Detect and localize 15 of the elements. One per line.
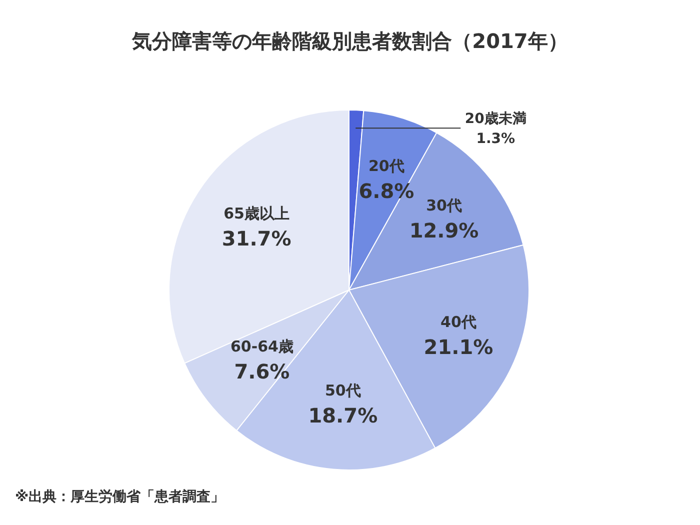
slice-label: 65歳以上	[224, 204, 290, 222]
slice-label: 20歳未満	[464, 111, 526, 128]
data-label: 7.6%	[234, 359, 290, 384]
slice-label: 60-64歳	[230, 337, 294, 356]
chart-title: 気分障害等の年齢階級別患者数割合（2017年）	[131, 29, 568, 53]
data-label: 18.7%	[308, 404, 378, 428]
data-label: 12.9%	[409, 218, 479, 243]
data-label: 31.7%	[222, 226, 292, 250]
data-label: 1.3%	[476, 131, 516, 148]
slice-label: 50代	[324, 382, 361, 400]
slice-label: 30代	[426, 196, 462, 215]
slice-label: 20代	[368, 156, 404, 175]
text: ※出典：厚生労働省「患者調査」	[15, 488, 225, 505]
slice-label: 40代	[440, 312, 476, 331]
data-label: 21.1%	[424, 334, 494, 359]
